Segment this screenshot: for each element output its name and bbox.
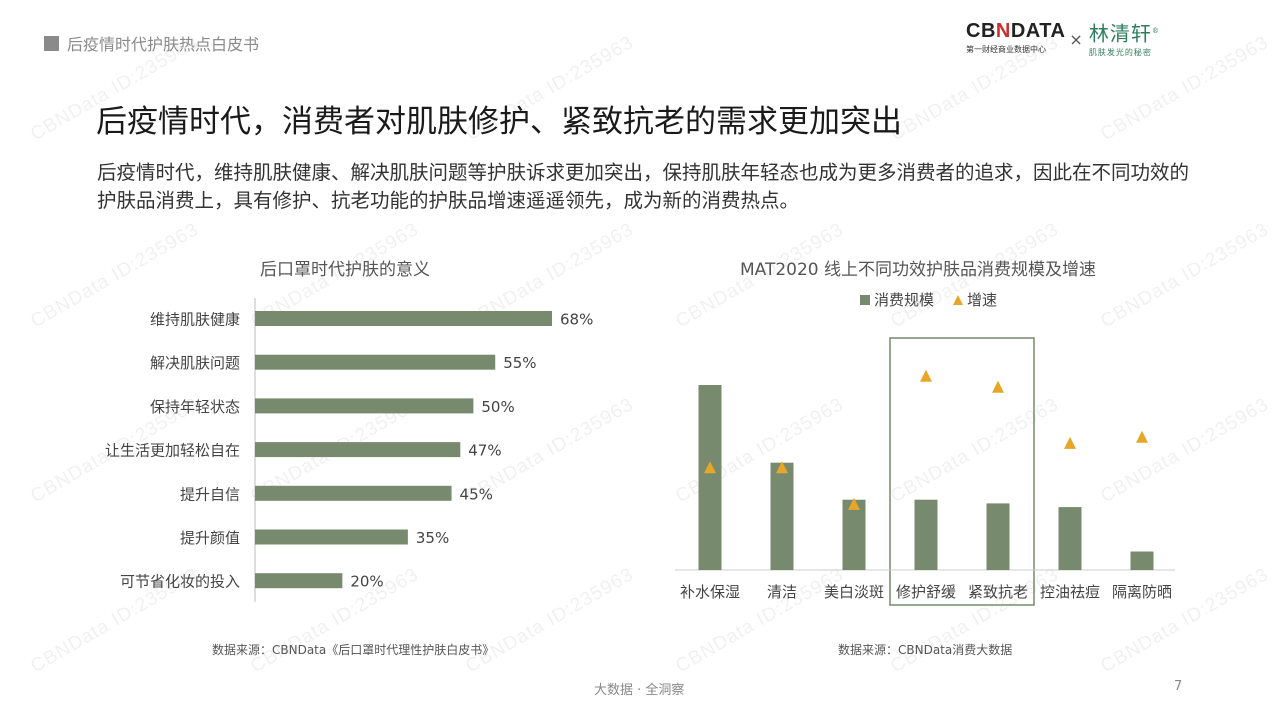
legend-bar-label: 消费规模	[874, 291, 934, 309]
left-chart-value-label: 50%	[481, 398, 514, 416]
left-chart-bar	[255, 442, 461, 458]
legend-bar-swatch	[860, 295, 870, 305]
page-description: 后疫情时代，维持肌肤健康、解决肌肤问题等护肤诉求更加突出，保持肌肤年轻态也成为更…	[97, 161, 1190, 212]
growth-triangle-marker	[704, 461, 716, 474]
brand-logos: CBNDATA 第一财经商业数据中心 × 林清轩® 肌肤发光的秘密	[966, 20, 1160, 58]
cbndata-wordmark: CBNDATA	[966, 20, 1066, 42]
right-chart-bar	[842, 499, 866, 570]
highlight-box	[889, 337, 1035, 606]
page-title: 后疫情时代，消费者对肌肤修护、紧致抗老的需求更加突出	[96, 104, 902, 140]
right-chart-bar	[698, 385, 722, 570]
growth-triangle-marker	[776, 461, 788, 474]
partner-tagline: 肌肤发光的秘密	[1088, 47, 1152, 57]
left-chart-bar	[255, 354, 496, 370]
right-chart-category-label: 紧致抗老	[968, 583, 1028, 601]
left-chart-category-label: 可节省化妆的投入	[120, 573, 240, 591]
left-chart-bar	[255, 485, 452, 501]
left-chart-category-label: 维持肌肤健康	[150, 311, 240, 329]
footer-slogan: 大数据 · 全洞察	[594, 683, 685, 698]
left-chart-source: 数据来源：CBNData《后口罩时代理性护肤白皮书》	[212, 643, 495, 657]
right-chart-source: 数据来源：CBNData消费大数据	[838, 643, 1013, 657]
left-chart-value-label: 68%	[560, 311, 593, 329]
legend-triangle-label: 增速	[967, 291, 997, 309]
cbndata-tagline: 第一财经商业数据中心	[966, 45, 1046, 54]
legend-triangle-icon	[953, 295, 963, 305]
growth-triangle-marker	[992, 380, 1004, 393]
page-number: 7	[1174, 679, 1183, 694]
right-chart-category-label: 控油祛痘	[1040, 583, 1100, 601]
left-chart: 维持肌肤健康 68% 解决肌肤问题 55% 保持年轻状态 50% 让生活更加轻松自在 47% 提…	[105, 298, 593, 602]
section-square-icon	[44, 35, 59, 51]
partner-logo: 林清轩® 肌肤发光的秘密	[1089, 20, 1160, 58]
growth-triangle-marker	[1136, 430, 1148, 443]
right-chart-title: MAT2020 线上不同功效护肤品消费规模及增速	[740, 260, 1097, 280]
left-chart-value-label: 55%	[503, 354, 536, 372]
partner-wordmark: 林清轩®	[1088, 21, 1160, 46]
left-chart-category-label: 提升自信	[180, 485, 240, 503]
left-chart-category-label: 让生活更加轻松自在	[105, 442, 240, 460]
right-chart-bar	[914, 499, 938, 570]
right-chart-bar	[986, 503, 1010, 570]
left-chart-category-label: 提升颜值	[180, 529, 240, 547]
left-chart-bar	[255, 311, 552, 326]
section-title: 后疫情时代护肤热点白皮书	[67, 35, 260, 54]
left-chart-title: 后口罩时代护肤的意义	[260, 260, 430, 280]
right-chart-category-label: 清洁	[767, 583, 797, 601]
right-chart-bar	[770, 462, 794, 570]
right-chart-bar	[1130, 551, 1154, 570]
left-chart-value-label: 45%	[460, 485, 493, 503]
left-chart-category-label: 保持年轻状态	[150, 398, 240, 416]
growth-triangle-marker	[848, 497, 860, 510]
cbndata-logo: CBNDATA 第一财经商业数据中心	[966, 20, 1065, 55]
right-chart-bar	[1058, 507, 1082, 570]
cross-icon: ×	[1069, 30, 1083, 49]
left-chart-value-label: 47%	[468, 442, 501, 460]
growth-triangle-marker	[920, 369, 932, 382]
section-tag: 后疫情时代护肤热点白皮书	[44, 31, 259, 55]
right-chart-category-label: 补水保湿	[680, 583, 740, 601]
right-chart-category-label: 隔离防晒	[1112, 583, 1172, 601]
right-chart-category-label: 美白淡斑	[824, 583, 884, 601]
growth-triangle-marker	[1064, 436, 1076, 449]
left-chart-bar	[255, 573, 343, 589]
right-chart-category-label: 修护舒缓	[896, 583, 956, 601]
left-chart-value-label: 20%	[350, 573, 383, 591]
left-chart-bar	[255, 398, 474, 414]
left-chart-bar	[255, 529, 408, 545]
left-chart-category-label: 解决肌肤问题	[150, 354, 240, 372]
left-chart-value-label: 35%	[416, 529, 449, 547]
